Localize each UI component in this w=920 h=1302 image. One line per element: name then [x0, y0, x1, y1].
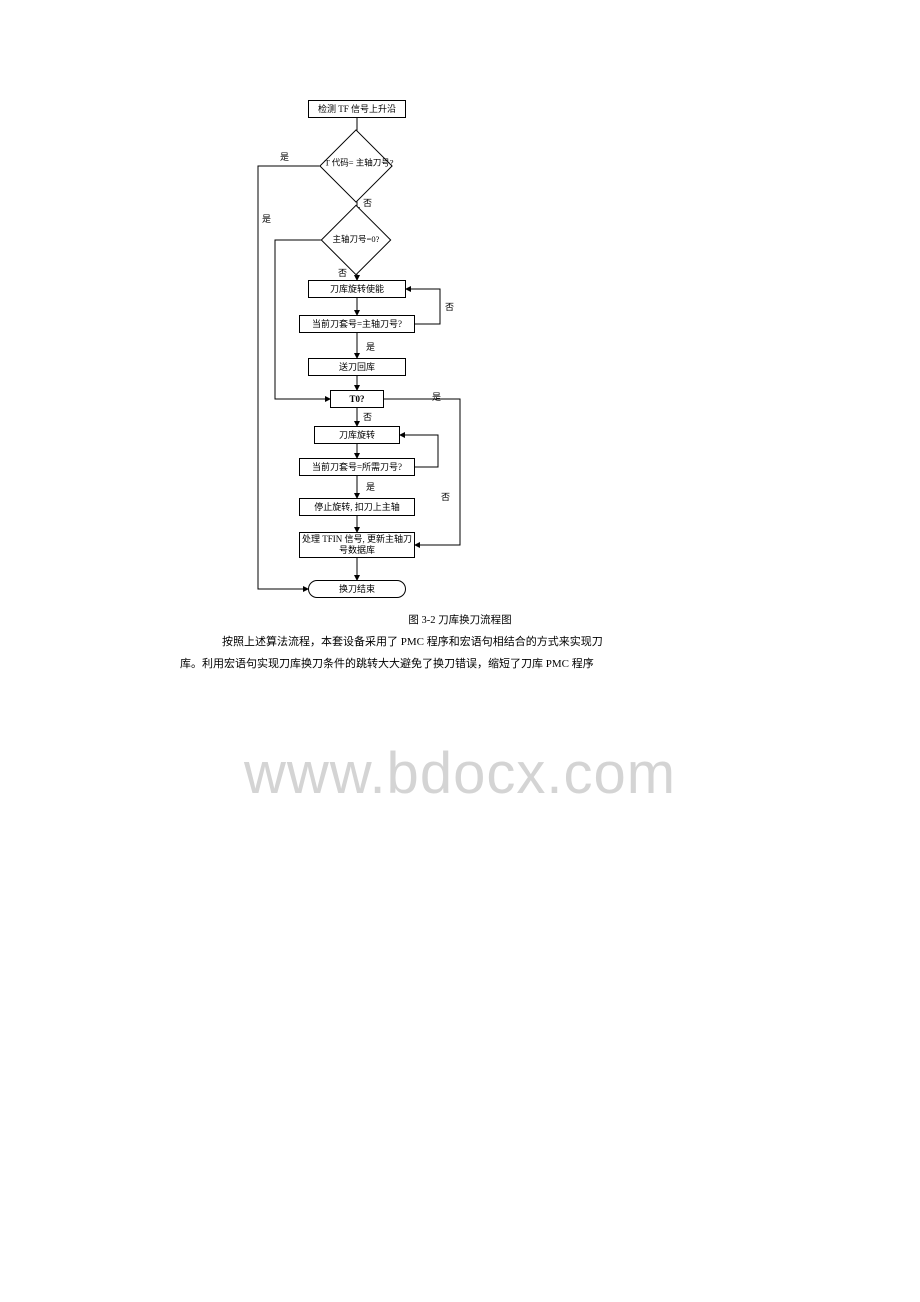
label-d2-no: 否 — [338, 266, 347, 279]
node-current-equals-spindle: 当前刀套号=主轴刀号? — [299, 315, 415, 333]
node-end: 换刀结束 — [308, 580, 406, 598]
label-d1-no: 否 — [363, 196, 372, 209]
node-stop-clamp: 停止旋转, 扣刀上主轴 — [299, 498, 415, 516]
node-detect-tf: 检测 TF 信号上升沿 — [308, 100, 406, 118]
paragraph-line2: 库。利用宏语句实现刀库换刀条件的跳转大大避免了换刀错误，缩短了刀库 PMC 程序 — [180, 656, 780, 674]
node-magazine-rotate: 刀库旋转 — [314, 426, 400, 444]
label-n5-no: 否 — [363, 410, 372, 423]
flowchart-lines — [180, 100, 740, 620]
label-n7-no: 否 — [441, 490, 450, 503]
label-n5-yes: 是 — [432, 390, 441, 403]
node-t0-check: T0? — [330, 390, 384, 408]
flowchart-container: 检测 TF 信号上升沿 T 代码= 主轴刀号? 主轴刀号=0? 刀库旋转使能 当… — [180, 100, 740, 620]
page: 检测 TF 信号上升沿 T 代码= 主轴刀号? 主轴刀号=0? 刀库旋转使能 当… — [0, 0, 920, 1302]
figure-caption: 图 3-2 刀库换刀流程图 — [0, 612, 920, 627]
label-n3-no: 否 — [445, 300, 454, 313]
label-d1-yes: 是 — [280, 150, 289, 163]
paragraph-line1: 按照上述算法流程，本套设备采用了 PMC 程序和宏语句相结合的方式来实现刀 — [200, 634, 760, 652]
node-return-tool: 送刀回库 — [308, 358, 406, 376]
label-n3-yes: 是 — [366, 340, 375, 353]
node-current-equals-needed: 当前刀套号=所需刀号? — [299, 458, 415, 476]
node-tfin-update: 处理 TFIN 信号, 更新主轴刀号数据库 — [299, 532, 415, 558]
label-n7-yes: 是 — [366, 480, 375, 493]
watermark-text: www.bdocx.com — [0, 740, 920, 807]
node-magazine-rotate-enable: 刀库旋转使能 — [308, 280, 406, 298]
label-d2-yes: 是 — [262, 212, 271, 225]
node-tcode-decision-label: T 代码= 主轴刀号? — [324, 158, 394, 167]
node-spindle-zero-label: 主轴刀号=0? — [323, 235, 390, 244]
